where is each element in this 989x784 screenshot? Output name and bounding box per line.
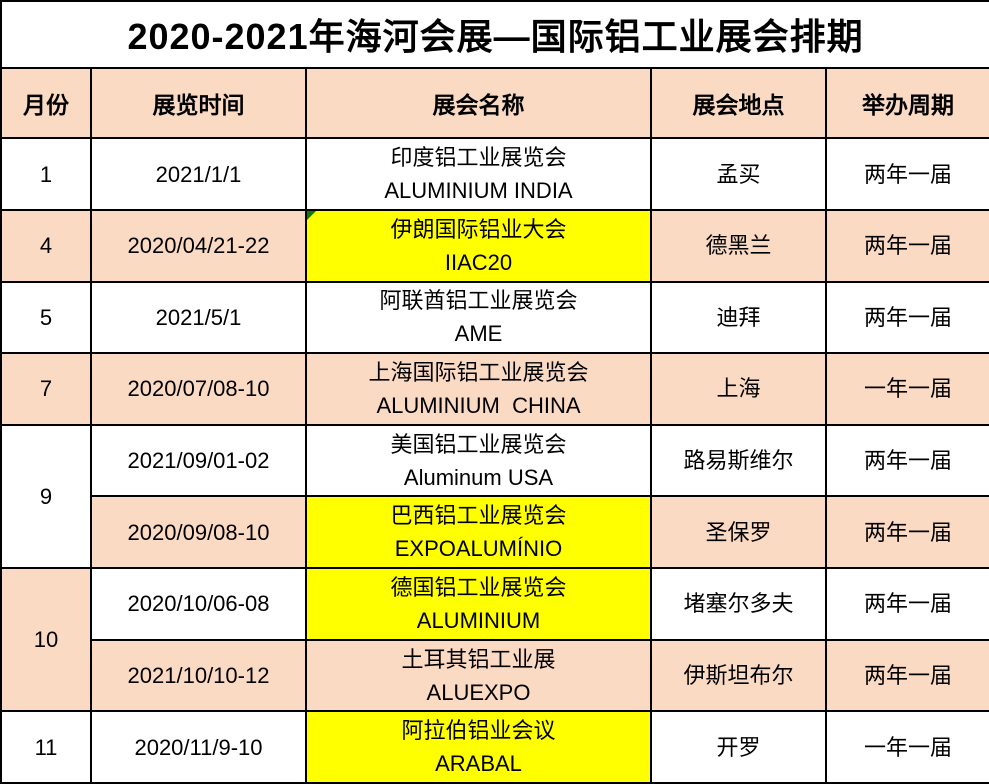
cell-place: 上海 [650, 352, 827, 426]
cell-time: 2020/09/08-10 [90, 495, 307, 570]
table-row: 2020/09/08-10 巴西铝工业展览会 EXPOALUMÍNIO 圣保罗 … [1, 495, 989, 570]
exhibition-name-cn: 阿联酋铝工业展览会 [379, 288, 578, 314]
cell-place: 伊斯坦布尔 [650, 638, 827, 713]
exhibition-name-en: ALUEXPO [426, 679, 531, 705]
exhibition-name-en: ARABAL [435, 751, 522, 777]
cell-month: 4 [0, 208, 92, 283]
table-row: 9 2021/09/01-02 美国铝工业展览会 Aluminum USA 路易… [0, 423, 989, 570]
column-header-time: 展览时间 [90, 66, 307, 140]
cell-place: 开罗 [650, 710, 827, 784]
column-header-place: 展会地点 [650, 66, 827, 140]
cell-time: 2021/5/1 [90, 280, 307, 355]
cell-cycle: 两年一届 [824, 638, 989, 713]
exhibition-name-en: ALUMINIUM CHINA [376, 392, 581, 418]
exhibition-name-en: AME [454, 321, 503, 347]
column-header-name: 展会名称 [305, 66, 652, 140]
cell-month: 1 [0, 137, 92, 211]
table-row: 2021/10/10-12 土耳其铝工业展 ALUEXPO 伊斯坦布尔 两年一届 [1, 638, 989, 713]
cell-place: 路易斯维尔 [650, 423, 827, 498]
cell-cycle: 两年一届 [824, 208, 989, 283]
table-row: 1 2021/1/1 印度铝工业展览会 ALUMINIUM INDIA 孟买 两… [0, 137, 989, 211]
exhibition-name-en: EXPOALUMÍNIO [394, 536, 563, 562]
cell-name-highlighted: 巴西铝工业展览会 EXPOALUMÍNIO [305, 495, 652, 570]
cell-month: 7 [0, 352, 92, 426]
table-row: 4 2020/04/21-22 伊朗国际铝业大会 IIAC20 德黑兰 两年一届 [0, 208, 989, 283]
cell-time: 2020/10/06-08 [90, 567, 307, 641]
cell-place: 孟买 [650, 137, 827, 211]
cell-name-highlighted: 阿拉伯铝业会议 ARABAL [305, 710, 652, 784]
table-row: 5 2021/5/1 阿联酋铝工业展览会 AME 迪拜 两年一届 [0, 280, 989, 355]
cell-month: 11 [0, 710, 92, 784]
cell-time: 2020/07/08-10 [90, 352, 307, 426]
cell-name: 土耳其铝工业展 ALUEXPO [305, 638, 652, 713]
cell-time: 2020/04/21-22 [90, 208, 307, 283]
page-title: 2020-2021年海河会展—国际铝工业展会排期 [0, 0, 989, 69]
table-row: 7 2020/07/08-10 上海国际铝工业展览会 ALUMINIUM CHI… [0, 352, 989, 426]
cell-name-highlighted: 伊朗国际铝业大会 IIAC20 [305, 208, 652, 283]
cell-name: 阿联酋铝工业展览会 AME [305, 280, 652, 355]
exhibition-name-cn: 印度铝工业展览会 [390, 145, 567, 171]
cell-name: 上海国际铝工业展览会 ALUMINIUM CHINA [305, 352, 652, 426]
cell-cycle: 一年一届 [824, 352, 989, 426]
exhibition-name-cn: 阿拉伯铝业会议 [401, 718, 556, 744]
cell-name: 印度铝工业展览会 ALUMINIUM INDIA [305, 137, 652, 211]
exhibition-name-cn: 上海国际铝工业展览会 [368, 359, 589, 385]
cell-cycle: 两年一届 [824, 423, 989, 498]
table-row: 10 2020/10/06-08 德国铝工业展览会 ALUMINIUM 堵塞尔多… [0, 567, 989, 713]
exhibition-name-cn: 土耳其铝工业展 [401, 646, 556, 672]
cell-time: 2021/10/10-12 [90, 638, 307, 713]
cell-time: 2020/11/9-10 [90, 710, 307, 784]
exhibition-name-en: IIAC20 [444, 249, 513, 275]
cell-place: 圣保罗 [650, 495, 827, 570]
cell-time: 2021/1/1 [90, 137, 307, 211]
cell-month: 5 [0, 280, 92, 355]
title-row: 2020-2021年海河会展—国际铝工业展会排期 [0, 0, 989, 69]
column-header-cycle: 举办周期 [824, 66, 989, 140]
column-header-month: 月份 [0, 66, 92, 140]
exhibition-name-en: ALUMINIUM INDIA [384, 178, 573, 204]
exhibition-name-en: Aluminum USA [403, 464, 554, 490]
cell-month-merged: 9 [0, 423, 92, 570]
table-row: 11 2020/11/9-10 阿拉伯铝业会议 ARABAL 开罗 一年一届 [0, 710, 989, 784]
exhibition-name-cn: 美国铝工业展览会 [390, 431, 567, 457]
cell-cycle: 两年一届 [824, 567, 989, 641]
error-indicator-triangle-icon [308, 211, 316, 220]
header-row: 月份 展览时间 展会名称 展会地点 举办周期 [0, 66, 989, 140]
exhibition-name-cn: 巴西铝工业展览会 [390, 503, 567, 529]
cell-cycle: 两年一届 [824, 280, 989, 355]
cell-name-highlighted: 德国铝工业展览会 ALUMINIUM [305, 567, 652, 641]
cell-name: 美国铝工业展览会 Aluminum USA [305, 423, 652, 498]
cell-place: 迪拜 [650, 280, 827, 355]
exhibition-name-cn: 德国铝工业展览会 [390, 574, 567, 600]
cell-cycle: 两年一届 [824, 495, 989, 570]
cell-month-merged: 10 [0, 567, 92, 713]
cell-place: 德黑兰 [650, 208, 827, 283]
exhibition-name-en: ALUMINIUM [416, 607, 541, 633]
exhibition-name-cn: 伊朗国际铝业大会 [390, 216, 567, 242]
cell-time: 2021/09/01-02 [90, 423, 307, 498]
cell-cycle: 一年一届 [824, 710, 989, 784]
cell-place: 堵塞尔多夫 [650, 567, 827, 641]
cell-cycle: 两年一届 [824, 137, 989, 211]
